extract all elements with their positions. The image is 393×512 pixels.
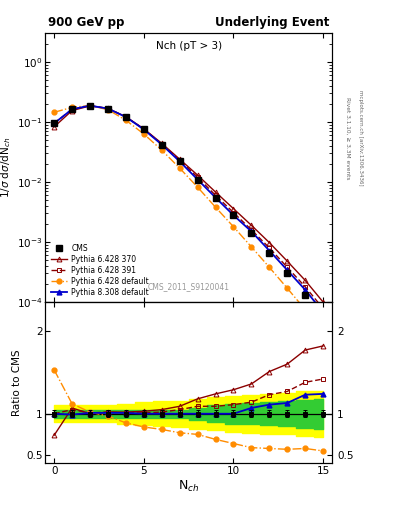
Legend: CMS, Pythia 6.428 370, Pythia 6.428 391, Pythia 6.428 default, Pythia 8.308 defa: CMS, Pythia 6.428 370, Pythia 6.428 391,…: [49, 243, 151, 298]
Text: Rivet 3.1.10, ≥ 3.3M events: Rivet 3.1.10, ≥ 3.3M events: [345, 97, 350, 180]
Text: CMS_2011_S9120041: CMS_2011_S9120041: [148, 282, 230, 291]
Text: mcplots.cern.ch [arXiv:1306.3436]: mcplots.cern.ch [arXiv:1306.3436]: [358, 91, 363, 186]
Y-axis label: Ratio to CMS: Ratio to CMS: [12, 349, 22, 416]
Text: Nch (pT > 3): Nch (pT > 3): [156, 41, 222, 51]
Text: 900 GeV pp: 900 GeV pp: [48, 16, 125, 29]
X-axis label: N$_{ch}$: N$_{ch}$: [178, 479, 199, 494]
Text: Underlying Event: Underlying Event: [215, 16, 329, 29]
Y-axis label: 1/$\sigma$ d$\sigma$/dN$_{ch}$: 1/$\sigma$ d$\sigma$/dN$_{ch}$: [0, 137, 13, 198]
